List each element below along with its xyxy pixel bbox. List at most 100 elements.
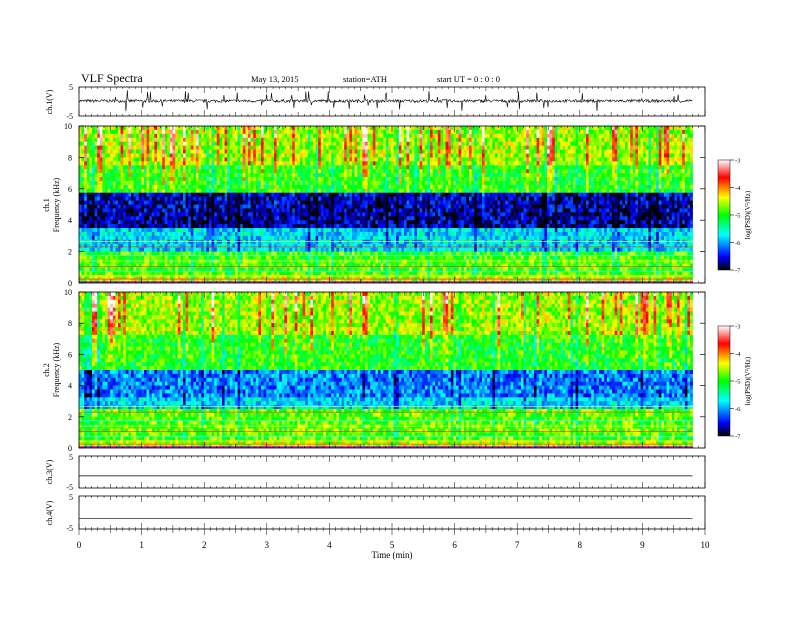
spectrogram-cell	[315, 149, 319, 154]
spectrogram-cell	[229, 126, 233, 131]
spectrogram-cell	[266, 192, 270, 197]
spectrogram-cell	[380, 200, 384, 205]
spectrogram-cell	[219, 192, 223, 197]
spectrogram-cell	[110, 228, 114, 233]
spectrogram-cell	[398, 204, 402, 209]
spectrogram-cell	[227, 153, 231, 158]
spectrogram-cell	[159, 141, 163, 146]
spectrogram-cell	[359, 137, 363, 143]
spectrogram-cell	[357, 161, 361, 166]
spectrogram-cell	[359, 188, 363, 194]
spectrogram-cell	[323, 271, 327, 276]
spectrogram-cell	[149, 204, 153, 209]
spectrogram-cell	[89, 259, 93, 264]
spectrogram-cell	[141, 196, 145, 201]
spectrogram-cell	[97, 169, 101, 174]
spectrogram-cell	[398, 255, 402, 260]
spectrogram-cell	[258, 239, 262, 245]
spectrogram-cell	[141, 184, 145, 190]
spectrogram-cell	[167, 243, 171, 249]
spectrogram-cell	[229, 149, 233, 154]
spectrogram-cell	[383, 157, 387, 162]
spectrogram-cell	[206, 184, 210, 190]
spectrogram-cell	[263, 137, 267, 143]
spectrogram-cell	[294, 216, 298, 221]
spectrogram-cell	[284, 232, 288, 237]
spectrogram-cell	[123, 161, 127, 166]
spectrogram-cell	[120, 200, 124, 205]
spectrogram-cell	[94, 235, 98, 241]
spectrogram-cell	[133, 157, 137, 162]
spectrogram-cell	[224, 149, 228, 154]
spectrogram-cell	[97, 235, 101, 241]
spectrogram-cell	[102, 177, 106, 182]
spectrogram-cell	[235, 204, 238, 209]
spectrogram-cell	[79, 145, 82, 150]
spectrogram-cell	[144, 157, 147, 162]
spectrogram-cell	[320, 243, 324, 249]
spectrogram-cell	[326, 220, 329, 225]
spectrogram-cell	[365, 129, 368, 135]
spectrogram-cell	[79, 204, 82, 209]
spectrogram-cell	[214, 220, 218, 225]
spectrogram-cell	[198, 184, 202, 190]
spectrogram-cell	[370, 216, 374, 221]
spectrogram-cell	[274, 196, 277, 201]
spectrogram-cell	[222, 271, 225, 276]
spectrogram-cell	[385, 129, 389, 135]
spectrogram-cell	[138, 137, 142, 143]
spectrogram-cell	[232, 267, 236, 272]
spectrogram-cell	[385, 161, 389, 166]
spectrogram-cell	[271, 157, 275, 162]
spectrogram-cell	[263, 208, 267, 213]
spectrogram-cell	[284, 200, 288, 205]
spectrogram-cell	[123, 137, 127, 143]
spectrogram-cell	[151, 251, 155, 256]
spectrogram-cell	[302, 235, 306, 241]
spectrogram-cell	[201, 133, 205, 139]
spectrogram-cell	[341, 184, 345, 190]
spectrogram-cell	[393, 126, 397, 131]
spectrogram-cell	[300, 275, 303, 280]
spectrogram-cell	[107, 220, 111, 225]
spectrogram-cell	[323, 243, 327, 249]
spectrogram-cell	[344, 235, 348, 241]
spectrogram-cell	[284, 173, 288, 178]
spectrogram-cell	[79, 141, 82, 146]
spectrogram-cell	[105, 267, 108, 272]
spectrogram-cell	[216, 157, 220, 162]
spectrogram-cell	[84, 232, 88, 237]
spectrogram-cell	[294, 239, 298, 245]
spectrogram-cell	[89, 129, 93, 135]
spectrogram-cell	[315, 228, 319, 233]
spectrogram-cell	[185, 141, 189, 146]
spectrogram-cell	[261, 212, 264, 217]
spectrogram-cell	[89, 137, 93, 143]
spectrogram-cell	[263, 235, 267, 241]
spectrogram-cell	[261, 188, 264, 194]
spectrogram-cell	[131, 180, 134, 186]
spectrogram-cell	[279, 161, 283, 166]
spectrogram-cell	[175, 228, 179, 233]
spectrogram-cell	[274, 180, 277, 186]
spectrogram-cell	[89, 153, 93, 158]
spectrogram-cell	[242, 235, 246, 241]
spectrogram-cell	[261, 145, 264, 150]
spectrogram-cell	[151, 137, 155, 143]
spectrogram-cell	[300, 212, 303, 217]
spectrogram-cell	[289, 126, 293, 131]
spectrogram-cell	[138, 161, 142, 166]
spectrogram-cell	[79, 137, 82, 143]
spectrogram-cell	[393, 192, 397, 197]
spectrogram-cell	[170, 169, 173, 174]
spectrogram-cell	[180, 259, 184, 264]
spectrogram-cell	[401, 161, 405, 166]
spectrogram-cell	[151, 126, 155, 131]
spectrogram-cell	[235, 224, 238, 229]
spectrogram-cell	[94, 173, 98, 178]
spectrogram-cell	[302, 173, 306, 178]
spectrogram-cell	[125, 255, 129, 260]
spectrogram-cell	[341, 129, 345, 135]
spectrogram-cell	[242, 212, 246, 217]
spectrogram-cell	[279, 165, 283, 170]
